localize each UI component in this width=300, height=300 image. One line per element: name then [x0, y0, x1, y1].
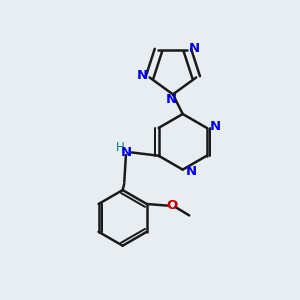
Text: N: N: [120, 146, 131, 159]
Text: N: N: [137, 69, 148, 82]
Text: H: H: [116, 141, 124, 154]
Text: N: N: [209, 120, 220, 133]
Text: N: N: [189, 42, 200, 55]
Text: N: N: [185, 165, 197, 178]
Text: N: N: [166, 93, 177, 106]
Text: O: O: [167, 199, 178, 212]
